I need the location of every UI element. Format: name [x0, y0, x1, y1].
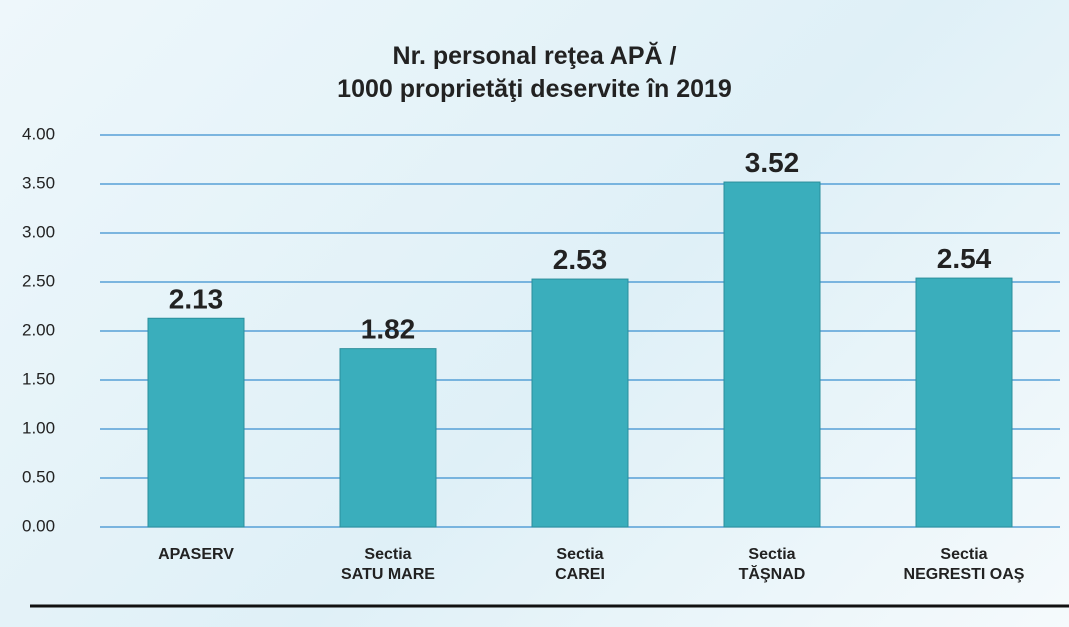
y-tick-label: 2.00 [22, 320, 55, 339]
y-tick-label: 0.50 [22, 467, 55, 486]
value-label: 1.82 [361, 314, 416, 345]
y-tick-label: 0.00 [22, 516, 55, 535]
y-tick-label: 1.00 [22, 418, 55, 437]
bar [531, 278, 629, 528]
x-tick-label: Sectia NEGRESTI OAŞ [903, 546, 1025, 583]
bar [723, 181, 821, 528]
x-tick-label: Sectia CAREI [555, 546, 605, 583]
bar [339, 348, 437, 528]
y-tick-label: 1.50 [22, 369, 55, 388]
x-tick-label: Sectia TĂŞNAD [738, 546, 806, 583]
y-tick-label: 3.00 [22, 222, 55, 241]
x-tick-label: Sectia SATU MARE [341, 546, 435, 583]
value-label: 2.54 [937, 243, 992, 274]
value-label: 2.53 [553, 244, 608, 275]
x-tick-label: APASERV [158, 546, 234, 563]
bar [915, 277, 1013, 528]
bar [147, 317, 245, 528]
y-tick-label: 3.50 [22, 173, 55, 192]
y-tick-label: 2.50 [22, 271, 55, 290]
y-tick-label: 4.00 [22, 124, 55, 143]
value-label: 2.13 [169, 283, 224, 314]
chart-title: Nr. personal reţea APĂ / 1000 proprietăţ… [337, 42, 732, 103]
value-label: 3.52 [745, 147, 800, 178]
